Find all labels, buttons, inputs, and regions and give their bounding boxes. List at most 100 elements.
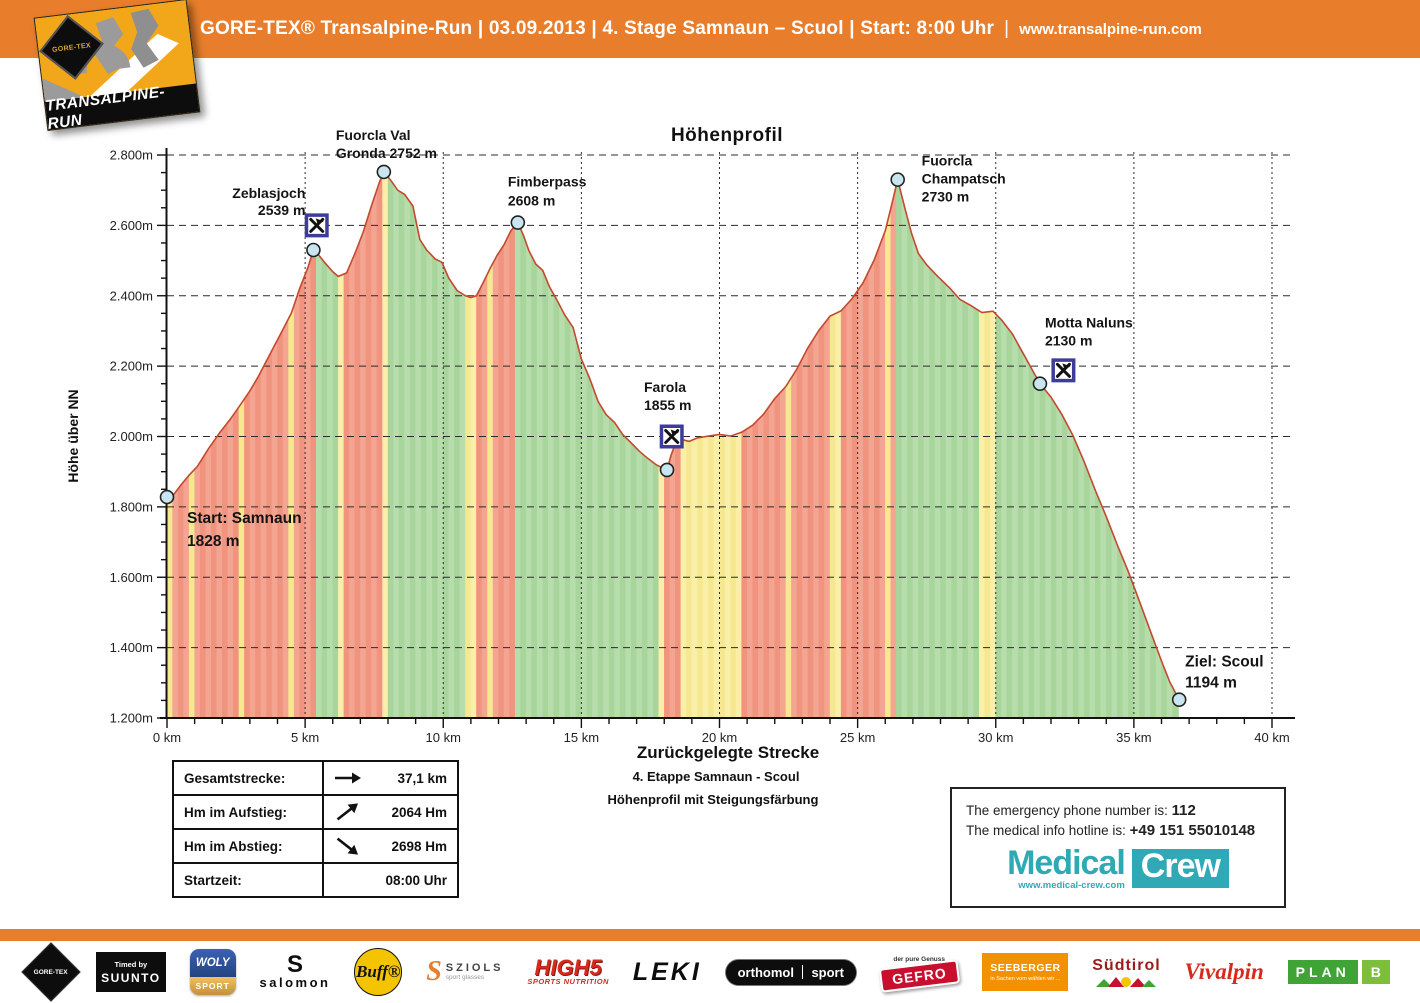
stats-number: 2698 Hm bbox=[391, 838, 447, 854]
woly-sport-logo: WOLY SPORT bbox=[189, 949, 236, 995]
medical-crew-logo: Medical www.medical-crew.com Crew bbox=[966, 846, 1270, 891]
x-tick-label: 40 km bbox=[1254, 730, 1289, 745]
waypoint-label-fuorcla-val-gronda: Fuorcla Val Gronda 2752 m bbox=[336, 127, 437, 161]
stats-label: Gesamtstrecke: bbox=[174, 762, 324, 794]
stats-row: Startzeit: 08:00 Uhr bbox=[174, 862, 457, 896]
waypoint-marker-fuorcla-champatsch bbox=[890, 172, 905, 187]
waypoint-marker-fuorcla-val-gronda bbox=[376, 164, 392, 180]
header-bar: GORE-TEX® Transalpine-Run | 03.09.2013 |… bbox=[0, 0, 1420, 58]
footer-accent-strip bbox=[0, 929, 1420, 941]
svg-text:2608 m: 2608 m bbox=[508, 193, 555, 209]
x-tick-label: 20 km bbox=[702, 730, 737, 745]
waypoint-marker-zeblasjoch bbox=[306, 242, 321, 258]
waypoint-label-fimberpass: Fimberpass 2608 m bbox=[508, 174, 587, 209]
y-tick-label: 1.400m bbox=[110, 640, 153, 655]
y-tick-label: 1.800m bbox=[110, 499, 153, 514]
svg-text:1828 m: 1828 m bbox=[187, 533, 240, 550]
svg-text:Gronda 2752 m: Gronda 2752 m bbox=[336, 145, 437, 161]
seeberger-logo: SEEBERGER in Sachen vom wählen wir ... bbox=[982, 953, 1069, 991]
stats-row: Hm im Aufstieg: 2064 Hm bbox=[174, 794, 457, 828]
medical-crew-box: The emergency phone number is: 112 The m… bbox=[950, 787, 1286, 908]
header-separator: | bbox=[1004, 18, 1010, 39]
transalpine-run-logo: GORE-TEX TRANSALPINE-RUN bbox=[33, 0, 201, 133]
waypoint-label-ziel-scoul: Ziel: Scoul 1194 m bbox=[1185, 654, 1263, 692]
y-tick-label: 2.200m bbox=[110, 359, 153, 374]
header-title-text: GORE-TEX® Transalpine-Run | 03.09.2013 |… bbox=[200, 18, 995, 39]
svg-text:2539 m: 2539 m bbox=[258, 202, 305, 218]
arrow-down-right-icon bbox=[332, 835, 366, 857]
x-axis-title: Zurückgelegte Strecke bbox=[637, 743, 819, 762]
svg-text:Motta Naluns: Motta Naluns bbox=[1045, 315, 1133, 331]
waypoint-label-fuorcla-champatsch: Fuorcla Champatsch 2730 m bbox=[922, 153, 1006, 205]
stats-value: 08:00 Uhr bbox=[324, 864, 457, 896]
waypoint-label-farola: Farola 1855 m bbox=[644, 379, 691, 413]
chart-subtitle-stage: 4. Etappe Samnaun - Scoul bbox=[633, 769, 800, 784]
y-tick-label: 2.000m bbox=[110, 429, 153, 444]
aid-station-icon bbox=[304, 213, 329, 238]
gridlines bbox=[166, 152, 1292, 718]
stats-value: 2064 Hm bbox=[324, 796, 457, 828]
x-tick-label: 0 km bbox=[153, 730, 181, 745]
waypoint-marker-motta-naluns bbox=[1032, 376, 1048, 392]
medical-hotline-label: The medical info hotline is: bbox=[966, 823, 1126, 838]
emergency-phone-line: The emergency phone number is: 112 bbox=[966, 802, 1270, 819]
y-axis-title: Höhe über NN bbox=[65, 389, 81, 482]
waypoint-marker-ziel-scoul bbox=[1171, 692, 1187, 708]
svg-text:Ziel: Scoul: Ziel: Scoul bbox=[1185, 654, 1263, 671]
chart-subtitle-coloring: Höhenprofil mit Steigungsfärbung bbox=[608, 792, 819, 807]
profile-line bbox=[166, 170, 1180, 701]
x-tick-label: 5 km bbox=[291, 730, 319, 745]
stats-value: 37,1 km bbox=[324, 762, 457, 794]
svg-text:Champatsch: Champatsch bbox=[922, 171, 1006, 187]
stats-number: 2064 Hm bbox=[391, 804, 447, 820]
waypoint-label-start-samnaun: Start: Samnaun 1828 m bbox=[187, 510, 302, 550]
leki-logo: LEKI bbox=[632, 957, 702, 986]
emergency-phone-label: The emergency phone number is: bbox=[966, 803, 1168, 818]
medical-crew-word2: Crew bbox=[1131, 849, 1229, 889]
medical-crew-url: www.medical-crew.com bbox=[1018, 879, 1125, 891]
medical-hotline-line: The medical info hotline is: +49 151 550… bbox=[966, 822, 1270, 839]
high5-logo: HIGH5 SPORTS NUTRITION bbox=[527, 954, 609, 987]
y-tick-label: 2.800m bbox=[110, 148, 153, 163]
arrow-up-right-icon bbox=[332, 801, 366, 823]
waypoint-marker-start-samnaun bbox=[159, 489, 175, 505]
vivalpin-logo: Vivalpin bbox=[1184, 959, 1264, 984]
y-tick-label: 1.200m bbox=[110, 711, 153, 726]
x-tick-label: 15 km bbox=[564, 730, 599, 745]
stats-number: 08:00 Uhr bbox=[385, 872, 447, 888]
medical-crew-logo-left: Medical www.medical-crew.com bbox=[1007, 846, 1126, 891]
stats-row: Gesamtstrecke: 37,1 km bbox=[174, 762, 457, 794]
chart-title: Höhenprofil bbox=[671, 125, 783, 146]
x-tick-label: 25 km bbox=[840, 730, 875, 745]
stats-label: Hm im Aufstieg: bbox=[174, 796, 324, 828]
stats-row: Hm im Abstieg: 2698 Hm bbox=[174, 828, 457, 862]
suedtirol-panorama-icon bbox=[1096, 977, 1157, 987]
svg-text:2730 m: 2730 m bbox=[922, 189, 969, 205]
goretex-sponsor-icon: GORE-TEX bbox=[21, 942, 81, 1002]
y-tick-label: 2.600m bbox=[110, 218, 153, 233]
svg-text:Zeblasjoch: Zeblasjoch bbox=[232, 185, 305, 201]
stats-label: Hm im Abstieg: bbox=[174, 830, 324, 862]
svg-text:Fuorcla: Fuorcla bbox=[922, 153, 973, 169]
stats-number: 37,1 km bbox=[397, 770, 447, 786]
stats-label: Startzeit: bbox=[174, 864, 324, 896]
waypoint-label-motta-naluns: Motta Naluns 2130 m bbox=[1045, 315, 1133, 349]
waypoint-marker-farola bbox=[659, 462, 675, 478]
svg-text:1194 m: 1194 m bbox=[1185, 675, 1237, 692]
orthomol-sport-logo: orthomol sport bbox=[725, 959, 856, 985]
buff-logo: Buff® bbox=[354, 948, 403, 996]
page-title: GORE-TEX® Transalpine-Run | 03.09.2013 |… bbox=[200, 0, 1202, 58]
x-tick-label: 30 km bbox=[978, 730, 1013, 745]
y-tick-label: 2.400m bbox=[110, 288, 153, 303]
svg-text:Start: Samnaun: Start: Samnaun bbox=[187, 510, 302, 527]
svg-text:Fuorcla Val: Fuorcla Val bbox=[336, 127, 411, 143]
arrow-right-icon bbox=[332, 767, 366, 789]
axes bbox=[157, 148, 1295, 728]
sziols-logo: S SZIOLS sport glasses bbox=[426, 955, 504, 987]
emergency-phone-number: 112 bbox=[1171, 802, 1196, 819]
svg-text:1855 m: 1855 m bbox=[644, 397, 691, 413]
